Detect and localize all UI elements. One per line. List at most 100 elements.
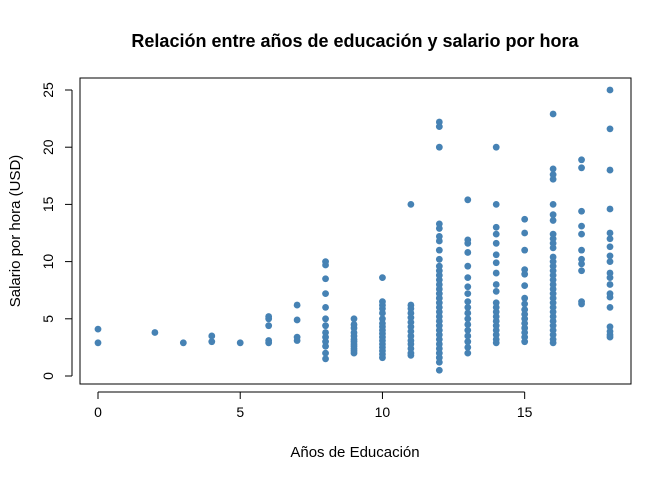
y-axis-label: Salario por hora (USD) [7,155,24,308]
data-point [379,354,386,362]
data-point [322,349,329,357]
data-point [549,165,557,173]
x-tick-label: 5 [236,404,244,420]
data-point [435,255,443,263]
data-point [322,315,329,323]
data-point [322,290,329,298]
y-tick-label: 20 [40,139,56,155]
data-point [208,332,216,340]
data-point [435,123,443,131]
data-point [578,207,585,215]
data-point [492,223,500,231]
data-point [578,230,585,238]
y-tick-label: 0 [40,372,56,380]
y-tick-label: 10 [40,254,56,270]
data-point [208,338,216,346]
data-point [521,300,529,308]
data-point [549,201,557,208]
data-point [464,283,472,291]
data-point [606,303,614,311]
data-point [464,349,472,357]
data-point [606,333,614,341]
data-point [464,344,472,351]
data-point [578,164,585,172]
data-point [492,339,500,347]
data-point [435,237,443,245]
data-point [464,249,472,256]
y-tick-label: 5 [40,315,56,323]
data-point [521,215,529,223]
data-point [322,261,329,269]
data-point [606,281,614,288]
data-point [521,229,529,237]
data-point [606,252,614,260]
data-point [464,309,472,317]
x-tick-label: 15 [517,404,533,420]
data-point [94,325,102,333]
data-point [322,355,329,363]
data-point [94,339,102,347]
data-point [492,230,500,238]
data-point [464,298,472,306]
data-point [606,125,614,133]
data-point [492,239,500,247]
data-point [293,316,301,324]
data-point [293,337,301,344]
data-point [521,270,529,278]
data-point [521,246,529,254]
data-point [265,315,273,323]
data-point [151,329,159,336]
data-point [549,244,557,252]
data-points [94,86,614,374]
data-point [606,293,614,301]
data-point [521,282,529,290]
data-point [435,358,443,366]
data-point [464,290,472,298]
data-point [236,339,244,347]
data-point [464,326,472,334]
data-point [464,315,472,323]
data-point [464,303,472,311]
data-point [350,349,358,357]
x-tick-label: 0 [94,404,102,420]
data-point [606,258,614,265]
data-point [549,217,557,224]
data-point [350,315,358,323]
data-point [521,338,529,346]
data-point [578,267,585,275]
data-point [606,274,614,282]
data-point [435,143,443,151]
data-point [407,352,415,359]
data-point [464,262,472,270]
data-point [606,166,614,174]
data-point [549,339,557,347]
data-point [578,246,585,254]
data-point [407,201,415,208]
x-tick-label: 10 [375,404,391,420]
data-point [606,205,614,213]
data-point [578,222,585,230]
data-point [606,86,614,94]
data-point [293,301,301,309]
data-point [492,259,500,267]
chart-title: Relación entre años de educación y salar… [131,31,579,51]
data-point [464,274,472,282]
x-axis-label: Años de Educación [290,444,419,461]
data-point [492,269,500,277]
data-point [549,110,557,118]
data-point [492,251,500,259]
y-axis: 0 5 10 15 20 25 [40,82,73,380]
data-point [606,243,614,251]
data-point [435,246,443,254]
data-point [492,201,500,208]
data-point [464,338,472,346]
data-point [265,322,273,330]
plot-area-box [79,77,632,385]
y-tick-label: 25 [40,82,56,98]
data-point [492,143,500,151]
data-point [179,339,187,347]
y-tick-label: 15 [40,196,56,212]
data-point [322,275,329,283]
data-point [435,366,443,374]
